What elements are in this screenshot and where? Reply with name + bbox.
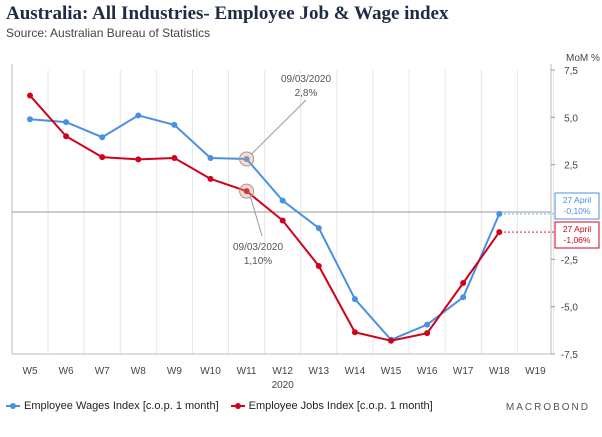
legend-swatch-wages — [6, 403, 20, 409]
data-point-0 — [315, 225, 322, 232]
legend-item-jobs: Employee Jobs Index [c.o.p. 1 month] — [230, 400, 433, 412]
data-point-1 — [351, 329, 358, 336]
data-point-1 — [279, 217, 286, 224]
x-tick-label: W13 — [309, 366, 330, 377]
data-point-0 — [496, 210, 503, 217]
y-tick-label: -5,0 — [561, 303, 579, 314]
data-point-0 — [135, 112, 142, 119]
x-tick-label: W12 — [272, 366, 293, 377]
brand-logo: MACROBOND — [505, 402, 590, 413]
y-tick-label: 7,5 — [564, 66, 578, 77]
data-point-0 — [424, 321, 431, 328]
data-point-0 — [243, 155, 250, 162]
data-point-1 — [315, 262, 322, 269]
y-axis-label: MoM % — [566, 53, 600, 64]
end-label-wages-date: 27 April — [563, 195, 591, 205]
annotation-leader — [250, 197, 263, 237]
data-point-0 — [171, 121, 178, 128]
y-tick-label: 5,0 — [564, 113, 578, 124]
legend-label-wages: Employee Wages Index [c.o.p. 1 month] — [24, 400, 219, 412]
end-label-wages-value: -0,10% — [564, 206, 591, 216]
legend-swatch-jobs — [230, 403, 245, 409]
annotation-marker — [239, 183, 255, 199]
annotation-value: 1,10% — [244, 256, 272, 267]
legend-item-wages: Employee Wages Index [c.o.p. 1 month] — [6, 400, 219, 412]
x-tick-label: W5 — [23, 366, 38, 377]
annotation-date: 09/03/2020 — [281, 74, 331, 85]
x-tick-label: W8 — [131, 366, 146, 377]
y-tick-label: -7,5 — [561, 350, 579, 361]
annotation-date: 09/03/2020 — [233, 242, 283, 253]
x-tick-label: W10 — [200, 366, 221, 377]
end-label-jobs-date: 27 April — [563, 224, 591, 234]
x-tick-label: W14 — [345, 366, 366, 377]
data-point-1 — [135, 156, 142, 163]
x-tick-label: W15 — [381, 366, 402, 377]
data-point-1 — [27, 92, 33, 99]
y-tick-label: 2,5 — [564, 161, 578, 172]
data-point-0 — [351, 296, 358, 303]
data-point-1 — [243, 188, 250, 195]
chart-subtitle: Source: Australian Bureau of Statistics — [6, 26, 211, 40]
data-point-0 — [279, 197, 286, 204]
x-tick-label: W6 — [59, 366, 74, 377]
end-label-wages-box — [554, 192, 600, 220]
legend-label-jobs: Employee Jobs Index [c.o.p. 1 month] — [248, 400, 433, 412]
data-point-0 — [99, 134, 106, 141]
x-tick-label: W9 — [167, 366, 182, 377]
data-point-0 — [63, 119, 70, 126]
x-group-label: 2020 — [272, 380, 295, 391]
annotation-marker — [239, 151, 255, 167]
data-point-1 — [460, 280, 467, 286]
data-point-1 — [207, 175, 214, 182]
x-tick-label: W16 — [417, 366, 438, 377]
y-tick-label: -2,5 — [561, 255, 579, 266]
chart-title: Australia: All Industries- Employee Job … — [6, 3, 449, 24]
data-point-0 — [460, 294, 467, 301]
data-point-1 — [63, 133, 70, 140]
data-point-1 — [388, 337, 394, 344]
end-label-jobs-box — [554, 221, 600, 249]
annotation-value: 2,8% — [295, 88, 318, 99]
chart-legend: Employee Wages Index [c.o.p. 1 month] Em… — [6, 400, 445, 412]
data-point-1 — [424, 330, 431, 337]
data-point-0 — [27, 116, 33, 123]
series-line-1 — [29, 94, 501, 342]
data-point-1 — [496, 229, 503, 236]
series-line-0 — [29, 114, 501, 341]
x-tick-label: W18 — [489, 366, 510, 377]
data-point-1 — [99, 154, 106, 161]
x-tick-label: W19 — [525, 366, 546, 377]
data-point-1 — [171, 155, 178, 162]
x-tick-label: W7 — [95, 366, 110, 377]
end-label-jobs-value: -1,06% — [564, 235, 591, 245]
data-point-0 — [207, 155, 214, 162]
x-tick-label: W17 — [453, 366, 474, 377]
x-tick-label: W11 — [237, 366, 257, 377]
annotation-leader — [251, 99, 307, 155]
